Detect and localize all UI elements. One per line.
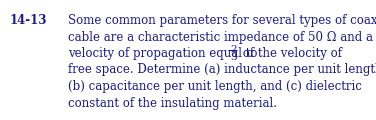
- Text: 3: 3: [230, 53, 237, 61]
- Text: of the velocity of: of the velocity of: [239, 47, 342, 60]
- Text: Some common parameters for several types of coaxial: Some common parameters for several types…: [68, 14, 376, 27]
- Text: 14-13: 14-13: [10, 14, 47, 27]
- Text: (b) capacitance per unit length, and (c) dielectric: (b) capacitance per unit length, and (c)…: [68, 80, 362, 93]
- Text: constant of the insulating material.: constant of the insulating material.: [68, 96, 277, 109]
- Text: velocity of propagation equal to: velocity of propagation equal to: [68, 47, 261, 60]
- Text: 2: 2: [230, 45, 237, 54]
- Text: free space. Determine (a) inductance per unit length,: free space. Determine (a) inductance per…: [68, 63, 376, 77]
- Text: cable are a characteristic impedance of 50 Ω and a: cable are a characteristic impedance of …: [68, 30, 373, 44]
